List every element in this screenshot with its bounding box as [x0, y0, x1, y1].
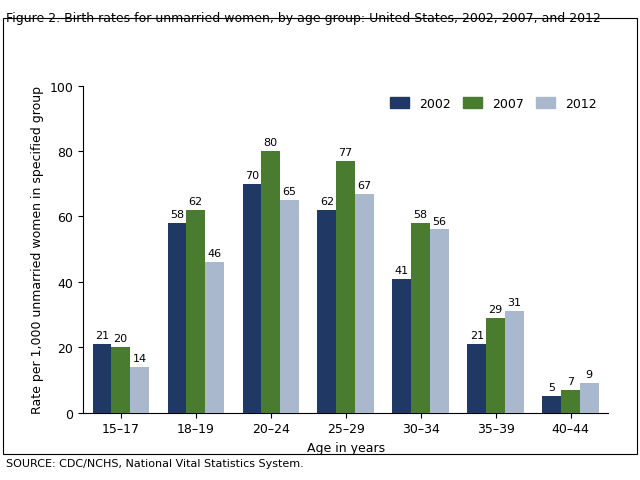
- Bar: [243, 184, 261, 413]
- Bar: [411, 224, 430, 413]
- Text: 62: 62: [189, 196, 203, 206]
- Text: SOURCE: CDC/NCHS, National Vital Statistics System.: SOURCE: CDC/NCHS, National Vital Statist…: [6, 458, 304, 468]
- Text: 9: 9: [586, 370, 593, 380]
- Text: 21: 21: [470, 330, 484, 340]
- Bar: [130, 367, 148, 413]
- Bar: [93, 344, 111, 413]
- Bar: [392, 279, 411, 413]
- Bar: [111, 348, 130, 413]
- Text: 67: 67: [357, 180, 371, 190]
- X-axis label: Age in years: Age in years: [307, 441, 385, 454]
- Text: 58: 58: [413, 210, 428, 219]
- Text: 20: 20: [114, 334, 128, 344]
- Bar: [561, 390, 580, 413]
- Text: 65: 65: [282, 187, 296, 197]
- Legend: 2002, 2007, 2012: 2002, 2007, 2012: [385, 93, 602, 116]
- Text: 58: 58: [170, 210, 184, 219]
- Bar: [355, 194, 374, 413]
- Text: 77: 77: [339, 147, 353, 157]
- Text: 80: 80: [264, 138, 278, 148]
- Bar: [505, 312, 524, 413]
- Text: 29: 29: [488, 304, 502, 314]
- Bar: [467, 344, 486, 413]
- Y-axis label: Rate per 1,000 unmarried women in specified group: Rate per 1,000 unmarried women in specif…: [31, 86, 44, 413]
- Bar: [486, 318, 505, 413]
- Text: 14: 14: [132, 353, 147, 363]
- Text: 21: 21: [95, 330, 109, 340]
- Text: 70: 70: [245, 170, 259, 180]
- Bar: [543, 396, 561, 413]
- Text: 7: 7: [567, 376, 574, 386]
- Text: 46: 46: [207, 249, 221, 259]
- Bar: [336, 161, 355, 413]
- Bar: [280, 201, 299, 413]
- Text: 56: 56: [432, 216, 446, 226]
- Text: 5: 5: [548, 383, 556, 393]
- Bar: [580, 384, 598, 413]
- Text: 31: 31: [508, 298, 522, 308]
- Bar: [430, 230, 449, 413]
- Text: 62: 62: [320, 196, 334, 206]
- Bar: [205, 263, 224, 413]
- Text: Figure 2. Birth rates for unmarried women, by age group: United States, 2002, 20: Figure 2. Birth rates for unmarried wome…: [6, 12, 601, 25]
- Bar: [168, 224, 186, 413]
- Text: 41: 41: [395, 265, 409, 275]
- Bar: [317, 210, 336, 413]
- Bar: [186, 210, 205, 413]
- Bar: [261, 152, 280, 413]
